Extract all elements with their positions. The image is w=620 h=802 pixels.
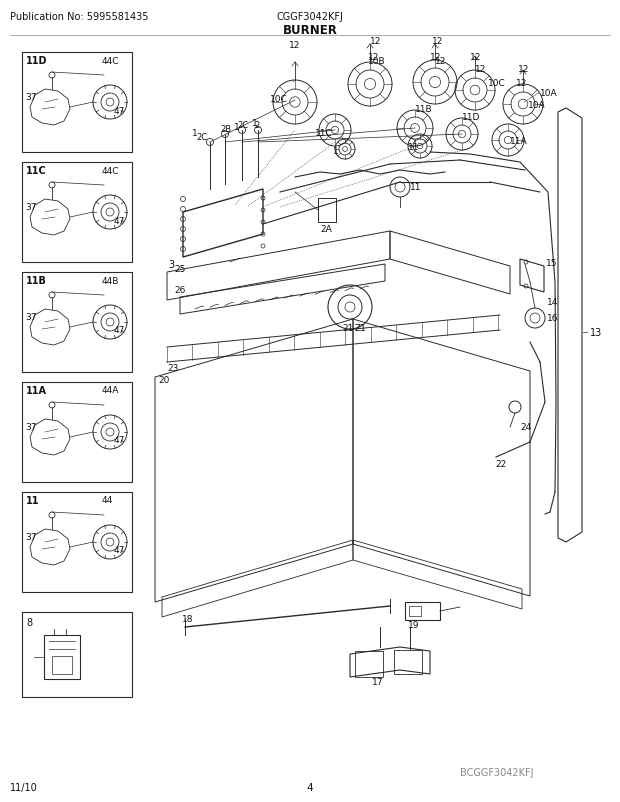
Text: 24: 24 — [520, 423, 531, 432]
Text: 47: 47 — [114, 107, 125, 115]
Text: 13: 13 — [590, 327, 602, 338]
Text: 10A: 10A — [528, 100, 546, 109]
Text: 11/10: 11/10 — [10, 782, 38, 792]
Text: 47: 47 — [114, 217, 125, 225]
Bar — [22, 383, 132, 482]
Text: 10C: 10C — [270, 95, 288, 104]
Text: 11D: 11D — [26, 56, 48, 66]
Text: 12: 12 — [370, 36, 381, 46]
Text: 17: 17 — [372, 678, 384, 687]
Text: 8: 8 — [26, 618, 32, 627]
Text: 12: 12 — [435, 56, 446, 66]
Text: 2B: 2B — [220, 125, 231, 134]
Text: 12: 12 — [470, 52, 481, 62]
Text: Publication No: 5995581435: Publication No: 5995581435 — [10, 12, 149, 22]
Text: BCGGF3042KFJ: BCGGF3042KFJ — [460, 767, 533, 777]
Bar — [52, 656, 72, 674]
Text: 16: 16 — [547, 314, 559, 323]
Text: 19: 19 — [408, 621, 420, 630]
Text: 2C: 2C — [237, 121, 248, 131]
Text: 47: 47 — [114, 326, 125, 335]
Text: 2A: 2A — [320, 225, 332, 234]
Text: 47: 47 — [114, 436, 125, 445]
Text: 12: 12 — [432, 36, 443, 46]
Bar — [394, 650, 422, 674]
Text: 1: 1 — [192, 128, 198, 137]
Text: 20: 20 — [158, 376, 169, 385]
Text: 26: 26 — [174, 286, 185, 295]
Text: 15: 15 — [546, 258, 557, 267]
Bar — [22, 492, 132, 592]
Text: 14: 14 — [547, 298, 559, 307]
Text: 12: 12 — [518, 64, 529, 74]
Text: 10C: 10C — [488, 79, 506, 87]
Text: 1: 1 — [234, 123, 240, 132]
Text: 25: 25 — [174, 264, 185, 273]
Bar — [22, 163, 132, 263]
Bar — [318, 199, 336, 223]
Text: 18: 18 — [182, 615, 193, 624]
Text: 44C: 44C — [102, 166, 120, 176]
Text: 11C: 11C — [26, 166, 46, 176]
Text: 21: 21 — [342, 324, 353, 333]
Text: 44C: 44C — [102, 56, 120, 66]
Text: 1: 1 — [333, 146, 339, 156]
Text: 11B: 11B — [415, 105, 433, 115]
Text: 37: 37 — [25, 423, 37, 432]
Text: 11: 11 — [26, 496, 40, 505]
Text: 44A: 44A — [102, 386, 120, 395]
Text: 2: 2 — [254, 121, 259, 131]
Text: 10B: 10B — [368, 56, 386, 66]
Bar — [44, 635, 80, 679]
Text: 11: 11 — [408, 144, 420, 152]
Bar — [22, 53, 132, 153]
Text: Z1: Z1 — [355, 324, 367, 333]
Text: 44B: 44B — [102, 276, 120, 286]
Text: 44: 44 — [102, 496, 113, 505]
Bar — [355, 651, 383, 677]
Text: 37: 37 — [25, 313, 37, 322]
Text: 23: 23 — [167, 364, 179, 373]
Text: 12: 12 — [430, 54, 441, 63]
Text: 12: 12 — [516, 79, 528, 87]
Text: 37: 37 — [25, 203, 37, 213]
Text: 1: 1 — [252, 119, 258, 128]
Text: 11D: 11D — [462, 113, 480, 123]
Text: 2C: 2C — [196, 132, 207, 141]
Text: 22: 22 — [495, 460, 507, 469]
Text: 12: 12 — [289, 40, 300, 50]
Text: 11A: 11A — [26, 386, 47, 395]
Text: 12: 12 — [475, 66, 486, 75]
Text: 12: 12 — [368, 54, 379, 63]
Bar — [409, 606, 421, 616]
Text: BURNER: BURNER — [283, 23, 337, 36]
Text: 10A: 10A — [540, 88, 557, 97]
Text: CGGF3042KFJ: CGGF3042KFJ — [277, 12, 343, 22]
Text: 47: 47 — [114, 546, 125, 555]
Text: 11: 11 — [410, 184, 422, 192]
Text: 11C: 11C — [315, 128, 333, 137]
Text: 37: 37 — [25, 533, 37, 542]
Bar — [405, 602, 440, 620]
Text: 11B: 11B — [26, 276, 47, 286]
Text: 11A: 11A — [510, 136, 528, 145]
Text: 3: 3 — [168, 260, 174, 269]
Text: 37: 37 — [25, 93, 37, 103]
Text: 4: 4 — [307, 782, 313, 792]
Bar — [22, 612, 132, 697]
Bar — [22, 273, 132, 373]
